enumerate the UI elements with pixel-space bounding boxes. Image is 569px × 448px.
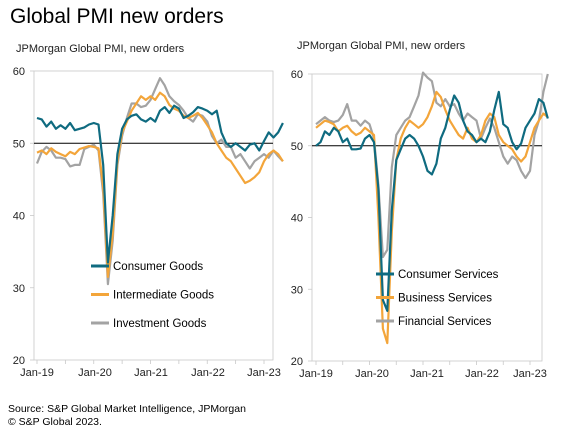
series-line-1 [36,104,284,264]
series-line-3 [35,77,284,286]
plot-border [33,70,274,361]
series-line-2 [315,90,549,345]
x-tick-label: Jan-21 [410,368,444,380]
x-tick-label: Jan-22 [191,367,225,379]
series-line-1 [315,90,549,312]
y-tick-label: 30 [291,284,303,296]
y-tick-label: 50 [13,138,25,150]
y-tick-label: 50 [291,141,303,153]
y-tick-label: 20 [13,355,25,367]
source-prefix: Source: [8,403,48,415]
series-line-2 [36,91,284,278]
y-tick-label: 40 [13,211,25,223]
footer: Source: S&P Global Market Intelligence, … [8,403,246,429]
y-tick-label: 60 [291,69,303,81]
chart-title: JPMorgan Global PMI, new orders [16,43,185,55]
legend-label-2: Business Services [398,293,492,305]
chart-panel-1: JPMorgan Global PMI, new orders 20 30 40 50 6… [13,43,284,379]
legend-label-1: Consumer Goods [113,261,203,273]
source-note: Source: S&P Global Market Intelligence, … [8,403,246,416]
y-tick-label: 30 [13,283,25,295]
copyright-note: © S&P Global 2023. [8,416,102,428]
x-tick-label: Jan-20 [355,368,389,380]
x-tick-label: Jan-19 [20,367,54,379]
x-tick-label: Jan-23 [247,367,281,379]
x-tick-label: Jan-22 [465,368,499,380]
x-tick-label: Jan-23 [513,368,547,380]
legend-label-3: Financial Services [398,316,492,328]
x-tick-label: Jan-20 [78,367,112,379]
legend-label-3: Investment Goods [113,318,207,330]
series-line-3 [315,71,549,259]
page-title: Global PMI new orders [10,5,224,28]
legend-label-2: Intermediate Goods [113,290,214,302]
y-tick-label: 20 [291,356,303,368]
chart-title: JPMorgan Global PMI, new orders [297,40,466,52]
chart-panel-2: JPMorgan Global PMI, new orders 20 30 40 50 6… [291,40,549,380]
charts-canvas: JPMorgan Global PMI, new orders 20 30 40 50 6… [13,40,549,380]
y-tick-label: 40 [291,213,303,225]
x-tick-label: Jan-21 [134,367,168,379]
source-text: S&P Global Market Intelligence, JPMorgan [47,403,246,415]
x-tick-label: Jan-19 [299,368,333,380]
legend-label-1: Consumer Services [398,269,499,281]
y-tick-label: 60 [13,66,25,78]
